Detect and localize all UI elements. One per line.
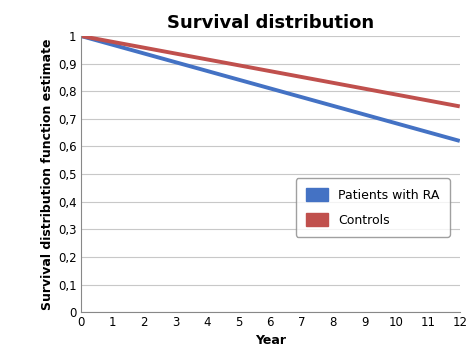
Y-axis label: Survival distribution function estimate: Survival distribution function estimate	[41, 38, 54, 310]
Title: Survival distribution: Survival distribution	[167, 14, 374, 32]
X-axis label: Year: Year	[255, 334, 286, 347]
Legend: Patients with RA, Controls: Patients with RA, Controls	[296, 178, 450, 237]
